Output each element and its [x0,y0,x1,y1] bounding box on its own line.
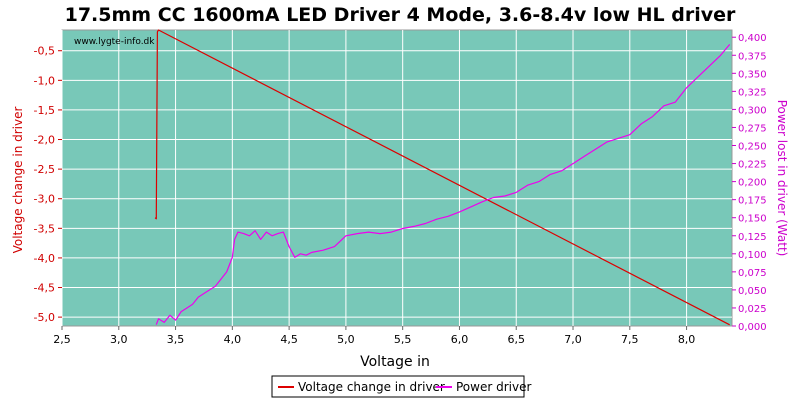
y-right-tick-label: 0,200 [738,178,767,189]
power-driver-line [155,44,731,325]
x-axis-label: Voltage in [360,354,430,370]
y-right-tick-label: 0,300 [738,105,767,116]
y-axis-left-label: Voltage change in driver [11,107,25,254]
y-left-tick-label: -4,0 [34,252,55,265]
y-right-tick-label: 0,225 [738,160,767,171]
y-right-tick-label: 0,100 [738,250,767,261]
x-tick-label: 6,5 [507,333,525,346]
legend-label-power-driver: Power driver [456,380,531,394]
y-left-tick-label: -2,0 [34,134,55,147]
watermark: www.lygte-info.dk [74,37,155,47]
grid [61,30,732,326]
x-tick-label: 7,5 [621,333,639,346]
y-right-tick-label: 0,275 [738,123,767,134]
y-left-tick-label: -1,0 [34,74,55,87]
chart-title: 17.5mm CC 1600mA LED Driver 4 Mode, 3.6-… [65,4,736,26]
x-tick-label: 5,5 [394,333,412,346]
x-tick-label: 2,5 [53,333,71,346]
y-right-tick-label: 0,125 [738,232,767,243]
x-tick-label: 7,0 [564,333,582,346]
y-right-tick-label: 0,400 [738,33,767,44]
y-right-tick-label: 0,250 [738,142,767,153]
x-tick-label: 8,0 [678,333,696,346]
y-left-tick-label: -1,5 [34,104,55,117]
legend: Voltage change in driver Power driver [271,375,531,398]
voltage-change-line [154,29,730,326]
y-left-tick-label: -0,5 [34,45,55,58]
x-tick-label: 6,0 [451,333,469,346]
y-left-tick-label: -3,5 [34,222,55,235]
legend-box [271,375,525,398]
y-right-tick-label: 0,175 [738,196,767,207]
x-tick-label: 4,0 [224,333,242,346]
x-tick-label: 4,5 [280,333,298,346]
y-right-tick-label: 0,025 [738,304,767,315]
legend-label-voltage-change: Voltage change in driver [298,380,445,394]
x-tick-label: 3,5 [167,333,185,346]
y-left-tick-label: -2,5 [34,163,55,176]
x-tick-label: 3,0 [110,333,128,346]
y-right-tick-label: 0,325 [738,87,767,98]
y-axis-right-label: Power lost in driver (Watt) [775,100,789,257]
x-tick-label: 5,0 [337,333,355,346]
y-right-tick-label: 0,000 [738,322,767,333]
y-right-tick-label: 0,350 [738,69,767,80]
plot-area [61,29,733,327]
y-right-tick-label: 0,075 [738,268,767,279]
y-right-tick-label: 0,150 [738,214,767,225]
series [154,29,731,326]
y-right-tick-label: 0,375 [738,51,767,62]
y-right-tick-label: 0,050 [738,286,767,297]
y-left-tick-label: -4,5 [34,282,55,295]
y-left-tick-label: -3,0 [34,193,55,206]
axis-ticks: 2,5 3,0 3,5 4,0 4,5 5,0 5,5 6,0 6,5 7,0 7,5 8,0 -0,5… [34,33,767,346]
y-left-tick-label: -5,0 [34,311,55,324]
